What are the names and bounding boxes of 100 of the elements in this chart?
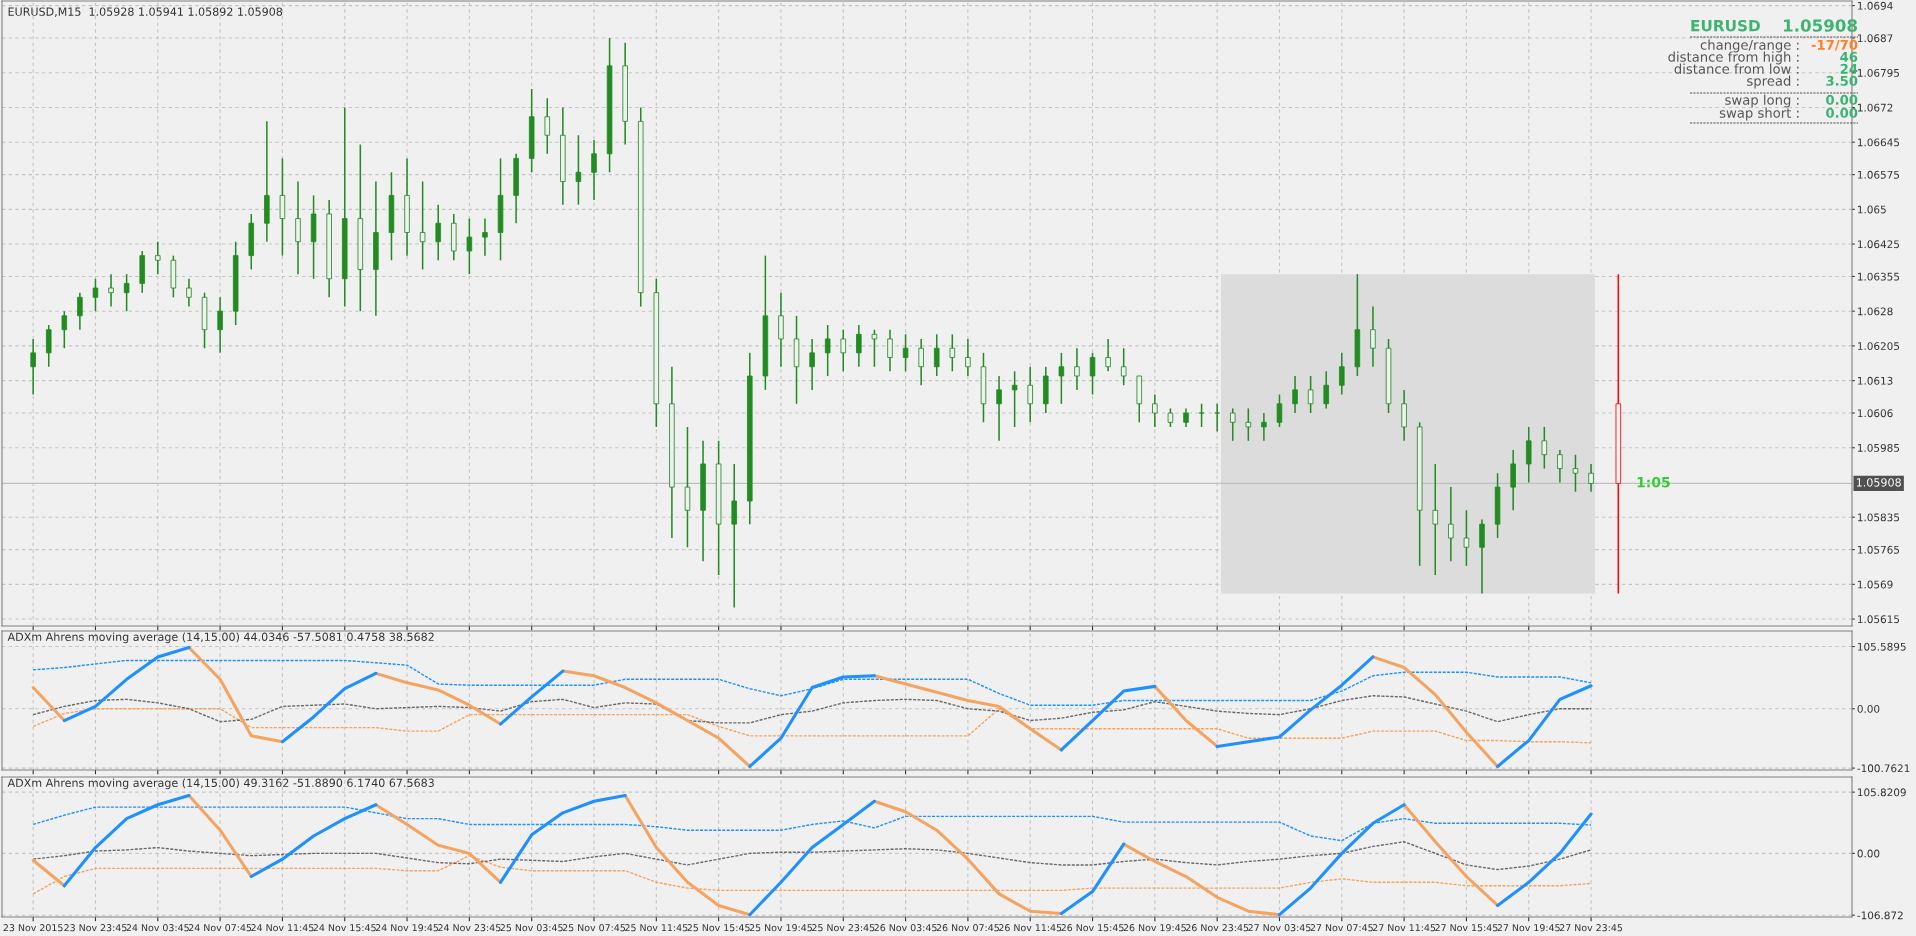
candlestick	[918, 338, 924, 387]
candlestick	[30, 338, 36, 396]
candlestick	[1307, 375, 1314, 414]
candlestick	[1261, 412, 1267, 442]
candlestick	[1011, 370, 1018, 428]
y-tick-label: 1.0687	[1858, 34, 1893, 43]
candlestick	[1541, 426, 1548, 470]
x-tick-label: 24 Nov 19:45	[375, 924, 439, 932]
ref-line-label: 1.05908	[1856, 478, 1901, 487]
annotation: 24	[1840, 63, 1858, 74]
x-tick-label: 24 Nov 23:45	[438, 924, 501, 932]
y-tick-label: 1.06645	[1858, 138, 1900, 147]
candlestick	[902, 333, 909, 373]
candlestick	[887, 328, 893, 373]
annotation: 0.00	[1826, 94, 1858, 105]
candlestick	[949, 333, 956, 373]
candlestick	[871, 328, 878, 368]
candlestick	[1401, 389, 1407, 442]
y-tick-label: 1.0606	[1858, 409, 1893, 418]
annotation: EURUSD	[1691, 19, 1760, 32]
candlestick	[1245, 407, 1252, 442]
candlestick	[1510, 449, 1516, 512]
candlestick	[1120, 347, 1127, 387]
annotation: 0.00	[1826, 107, 1858, 118]
candlestick	[933, 333, 940, 377]
y-tick-label: 1.06355	[1858, 272, 1900, 281]
candlestick	[186, 278, 192, 308]
candlestick	[1058, 352, 1065, 405]
x-tick-label: 25 Nov 19:45	[749, 924, 812, 932]
y-tick-label: 105.5895	[1858, 642, 1906, 651]
line-series	[32, 841, 1592, 871]
y-tick-label: -106.872	[1857, 911, 1903, 920]
candlestick	[1027, 365, 1033, 424]
candlestick	[1198, 403, 1205, 428]
candlestick	[1276, 393, 1283, 428]
candlestick	[1557, 449, 1563, 484]
candlestick	[482, 217, 488, 257]
candlestick	[108, 273, 114, 308]
candlestick	[544, 97, 551, 155]
candlestick	[1152, 393, 1158, 428]
y-tick-label: -100.7621	[1857, 764, 1910, 773]
candlestick	[1183, 407, 1189, 428]
x-tick-label: 25 Nov 11:45	[625, 924, 688, 932]
annotation: change/range :	[1700, 39, 1799, 53]
y-tick-label: 1.05835	[1858, 513, 1900, 522]
y-tick-label: 1.0613	[1858, 376, 1893, 385]
y-tick-label: 1.0569	[1858, 580, 1893, 589]
candlestick	[1479, 518, 1485, 595]
chart-title: ADXm Ahrens moving average (14,15.00) 49.3162 -51.8890 6.1740 67.5683	[7, 778, 434, 790]
x-tick-label: 25 Nov 07:45	[562, 924, 626, 932]
candlestick	[1074, 347, 1080, 391]
x-tick-label: 24 Nov 11:45	[251, 924, 314, 932]
y-tick-label: 0.00	[1857, 704, 1880, 713]
x-tick-label: 23 Nov 2015	[3, 924, 63, 932]
x-tick-label: 26 Nov 15:45	[1061, 924, 1124, 932]
candlestick	[1229, 407, 1236, 442]
x-tick-label: 24 Nov 03:45	[126, 924, 189, 932]
annotation: -17/70	[1811, 39, 1858, 51]
candlestick	[731, 463, 737, 609]
annotation: spread :	[1747, 75, 1799, 89]
candlestick	[155, 240, 161, 275]
candlestick	[1572, 453, 1579, 493]
x-tick-label: 27 Nov 11:45	[1372, 924, 1436, 932]
candlestick	[1463, 509, 1470, 567]
annotation: 1.05908	[1783, 19, 1857, 32]
candlestick	[466, 217, 473, 275]
y-tick-label: 1.0628	[1858, 307, 1893, 316]
candlestick	[77, 291, 83, 331]
candlestick	[61, 310, 68, 349]
x-tick-label: 26 Nov 23:45	[1186, 924, 1249, 932]
candlestick	[965, 338, 971, 377]
y-tick-label: 1.06205	[1858, 342, 1900, 351]
candlestick	[1214, 403, 1220, 433]
x-tick-label: 24 Nov 07:45	[188, 924, 252, 932]
y-tick-label: 1.06795	[1858, 68, 1900, 77]
chart-title: ADXm Ahrens moving average (14,15.00) 44.0346 -57.5081 0.4758 38.5682	[7, 632, 434, 644]
candlestick	[684, 426, 691, 549]
candlestick	[778, 291, 784, 368]
annotation: 3.50	[1826, 75, 1858, 86]
annotation: distance from low :	[1674, 63, 1799, 74]
x-tick-label: 26 Nov 07:45	[936, 924, 999, 932]
x-tick-label: 27 Nov 03:45	[1248, 924, 1311, 932]
candlestick	[419, 180, 426, 271]
x-tick-label: 26 Nov 03:45	[874, 924, 937, 932]
y-tick-label: 1.05985	[1858, 443, 1900, 452]
candlestick	[1105, 338, 1111, 373]
x-tick-label: 27 Nov 07:45	[1310, 924, 1373, 932]
x-tick-label: 25 Nov 23:45	[812, 924, 875, 932]
candlestick	[1089, 352, 1096, 396]
candlestick	[1525, 426, 1532, 484]
annotation: 1:05	[1637, 476, 1670, 488]
candlestick	[1432, 463, 1439, 576]
annotation: swap long :	[1725, 94, 1799, 108]
candlestick	[1292, 375, 1298, 414]
candlestick	[1370, 305, 1376, 368]
y-tick-label: 0.00	[1857, 849, 1880, 858]
y-tick-label: 1.0694	[1858, 1, 1893, 10]
text: EURUSD,M15 1.05928 1.05941 1.05892 1.05908	[8, 7, 283, 17]
y-tick-label: 1.05765	[1858, 545, 1900, 554]
x-tick-label: 26 Nov 11:45	[999, 924, 1062, 932]
